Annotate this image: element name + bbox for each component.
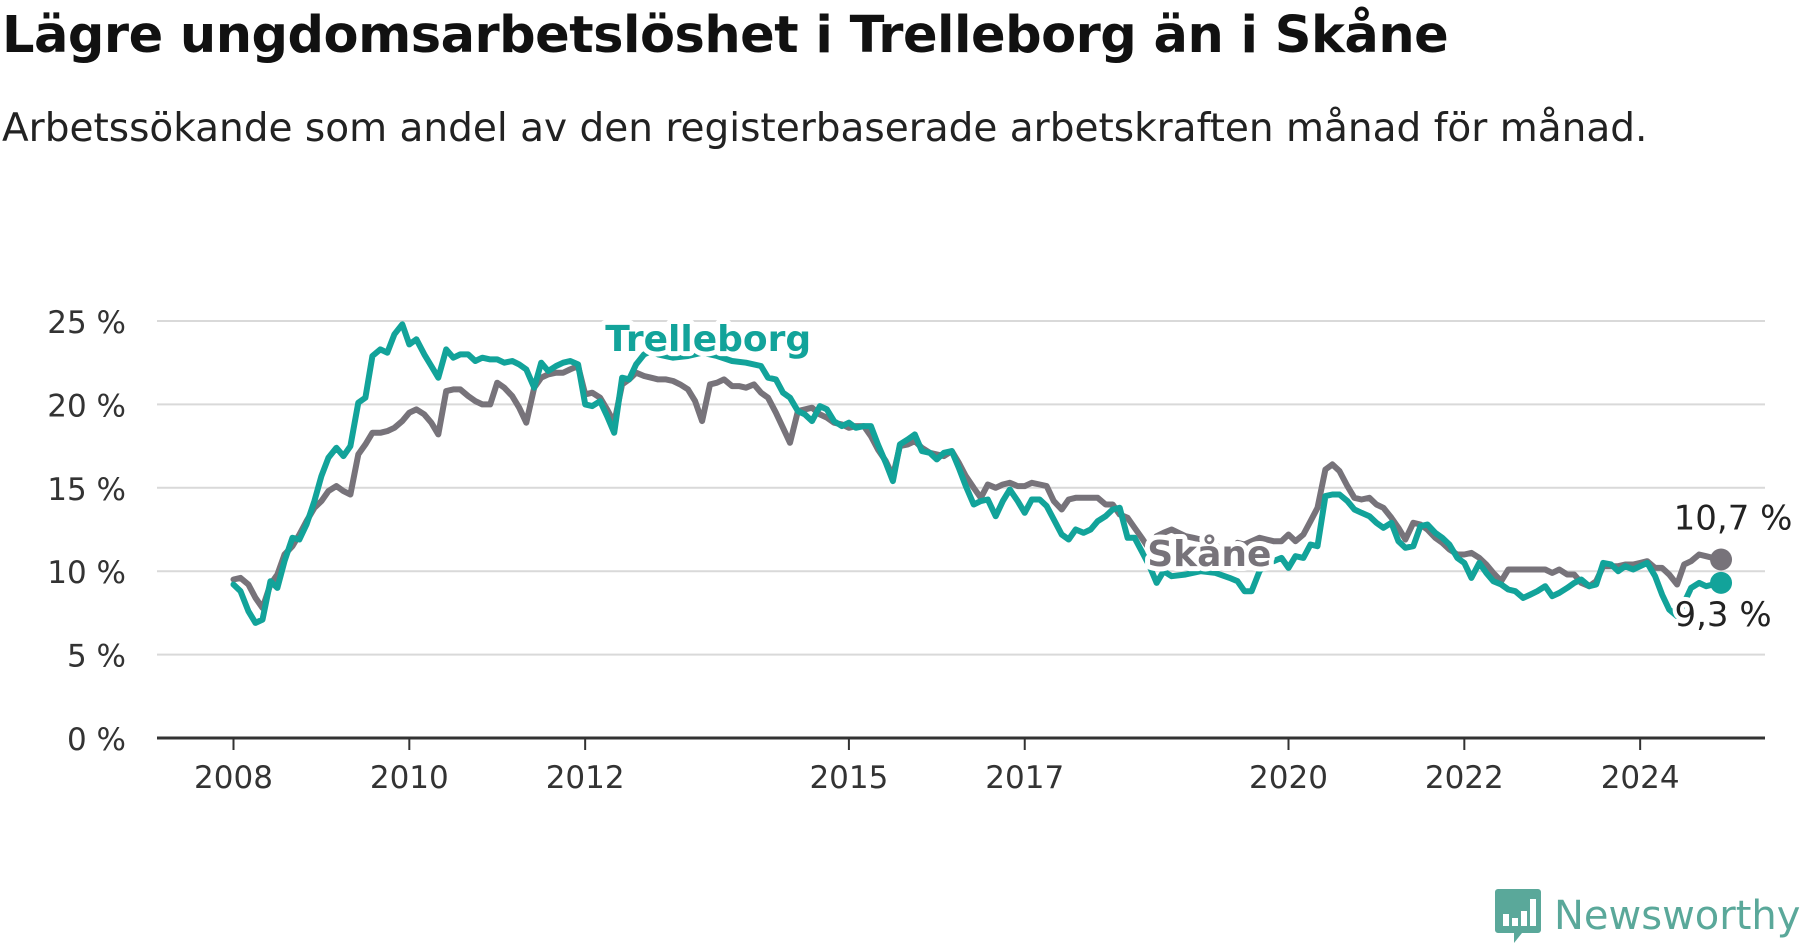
- y-tick-label: 25 %: [47, 305, 126, 341]
- y-tick-label: 0 %: [67, 722, 126, 758]
- y-tick-label: 20 %: [47, 388, 126, 424]
- y-axis-tick-labels: 0 % 5 % 10 % 15 % 20 % 25 %: [47, 305, 126, 758]
- end-point-trelleborg: [1710, 571, 1733, 594]
- newsworthy-logo: Newsworthy: [1494, 886, 1800, 946]
- series-line-skane: [230, 363, 1724, 611]
- x-tick-label: 2015: [809, 760, 888, 796]
- end-point-skane: [1710, 548, 1733, 571]
- series-line-trelleborg: [230, 321, 1724, 626]
- x-tick-label: 2008: [194, 760, 273, 796]
- x-tick-label: 2017: [985, 760, 1064, 796]
- x-tick-label: 2022: [1425, 760, 1504, 796]
- series-lines: [230, 321, 1733, 626]
- x-tick-label: 2012: [546, 760, 625, 796]
- x-tick-label: 2020: [1249, 760, 1328, 796]
- x-tick-label: 2024: [1601, 760, 1680, 796]
- bar-chart-icon: [1495, 889, 1541, 943]
- x-tick-label: 2010: [370, 760, 449, 796]
- series-labels: Trelleborg Skåne 10,7 % 9,3 %: [600, 314, 1796, 639]
- gridlines: [157, 320, 1765, 740]
- x-axis-tick-labels: 2008 2010 2012 2015 2017 2020 2022 2024: [194, 738, 1680, 796]
- y-tick-label: 15 %: [47, 472, 126, 508]
- brand-name: Newsworthy: [1554, 893, 1800, 939]
- series-label-skane: Skåne: [1147, 534, 1271, 575]
- y-tick-label: 10 %: [47, 555, 126, 591]
- series-label-trelleborg: Trelleborg: [605, 319, 811, 360]
- chart-subtitle: Arbetssökande som andel av den registerb…: [2, 106, 1648, 151]
- end-value-label-skane: 10,7 %: [1674, 499, 1793, 539]
- chart-title: Lägre ungdomsarbetslöshet i Trelleborg ä…: [2, 6, 1449, 65]
- y-tick-label: 5 %: [67, 639, 126, 675]
- end-value-label-trelleborg: 9,3 %: [1674, 595, 1771, 635]
